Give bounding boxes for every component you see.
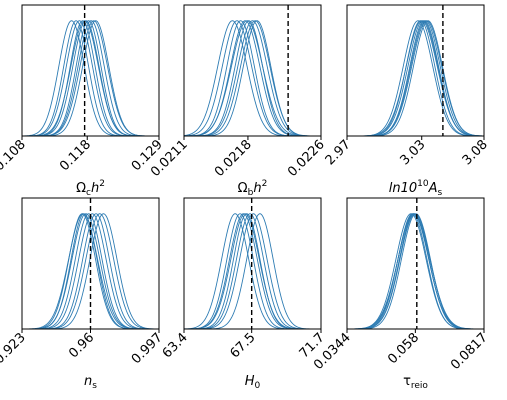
posterior-curve [347,213,484,329]
x-tick-label: 0.997 [129,330,166,367]
x-tick-label: 3.03 [397,137,428,168]
posterior-curve [184,20,321,136]
posterior-curve [347,213,484,329]
x-tick-label: 63.4 [160,330,191,361]
x-tick-label: 0.058 [385,330,422,367]
posterior-curve [347,20,484,136]
posterior-curve [184,20,321,136]
x-axis-label: Ωch2 [76,179,105,198]
axes-frame [346,4,485,137]
posterior-curve [347,213,484,329]
x-axis-label: Ωbh2 [238,179,268,198]
x-tick-label: 0.923 [0,330,29,367]
panel-H0: 63.4 67.5 71.7H0 [160,197,328,391]
x-tick-label: 2.97 [323,137,354,168]
posterior-curve [184,20,321,136]
posterior-curve [184,213,321,329]
axes-frame [183,197,322,330]
posterior-curve [184,20,321,136]
posterior-curve [184,20,321,136]
panel-n_s: 0.923 0.96 0.997 ns [0,197,166,391]
posterior-curve [347,20,484,136]
posterior-curve [347,213,484,329]
posterior-curve [347,20,484,136]
x-axis-label: ns [84,374,97,391]
x-axis-label: H0 [245,374,261,391]
posterior-curve [184,20,321,136]
x-tick-label: 67.5 [227,330,258,361]
axes-frame [21,4,160,137]
posterior-curve [184,20,321,136]
posterior-curve [347,20,484,136]
x-axis-label: ln1010As [389,179,443,198]
posterior-curve [347,213,484,329]
posterior-curve [347,213,484,329]
axes-frame [183,4,322,137]
posterior-curve [347,20,484,136]
posterior-curve [347,20,484,136]
x-tick-label: 0.0226 [285,137,328,180]
x-tick-label: 0.108 [0,137,29,174]
x-axis-label: τreio [403,374,428,391]
posterior-curve [184,213,321,329]
posterior-curve [184,20,321,136]
x-tick-label: 3.08 [460,137,491,168]
x-tick-label: 0.0218 [212,137,255,180]
axes-frame [346,197,485,330]
posterior-curve [184,20,321,136]
posterior-curve [347,213,484,329]
posterior-curve [22,20,159,136]
posterior-curve [347,20,484,136]
x-tick-label: 0.0817 [448,330,491,373]
panel-ln10As: 2.97 3.03 3.08 ln1010As [323,4,491,198]
posterior-curve [22,20,159,136]
x-tick-label: 0.96 [66,330,97,361]
x-tick-label: 0.118 [57,137,94,174]
posterior-curve [347,20,484,136]
